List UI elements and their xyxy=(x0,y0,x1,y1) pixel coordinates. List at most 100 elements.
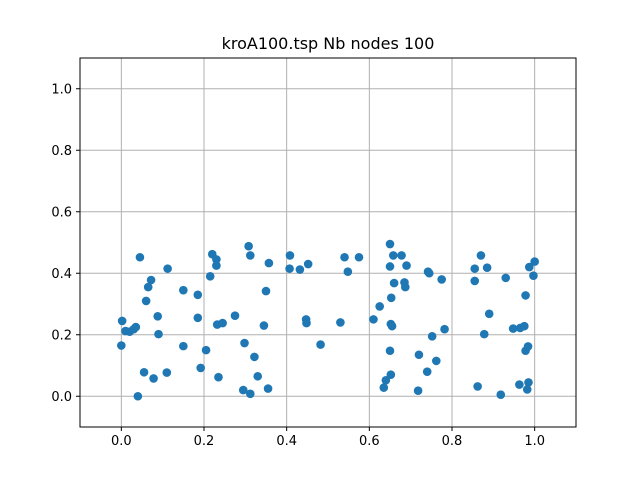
data-point xyxy=(413,386,423,396)
data-point xyxy=(523,342,533,351)
axis-ticks: 0.0 0.2 0.4 0.6 0.8 1.0 0.0 0.2 0.4 0.6 0.8 1.0 xyxy=(51,82,545,449)
data-point xyxy=(133,391,143,401)
data-point xyxy=(529,271,538,281)
data-point xyxy=(253,371,263,381)
data-point xyxy=(473,382,482,391)
data-point xyxy=(230,311,240,320)
data-point xyxy=(193,290,203,300)
data-point xyxy=(141,296,151,306)
data-point xyxy=(524,262,534,272)
data-point xyxy=(263,384,273,393)
data-point xyxy=(303,259,313,269)
data-point xyxy=(385,239,395,249)
data-point xyxy=(340,252,349,262)
data-point xyxy=(285,251,295,260)
data-point xyxy=(427,331,437,341)
plot-frame xyxy=(79,57,577,428)
data-point xyxy=(240,338,249,348)
data-point xyxy=(135,252,145,262)
data-point xyxy=(153,312,163,321)
data-point xyxy=(482,263,492,273)
data-point xyxy=(302,318,311,328)
y-tick-label: 0.6 xyxy=(51,205,72,220)
data-point xyxy=(245,251,255,260)
data-point xyxy=(431,356,441,366)
data-point xyxy=(146,275,156,285)
data-point xyxy=(179,341,188,351)
data-point xyxy=(179,285,188,295)
data-point xyxy=(387,321,397,331)
data-point xyxy=(386,370,396,380)
x-tick-label: 0.2 xyxy=(194,434,215,449)
y-tick-label: 0.4 xyxy=(51,267,72,282)
data-point xyxy=(244,241,253,251)
data-point xyxy=(414,350,424,360)
data-point xyxy=(131,322,141,332)
data-point xyxy=(143,282,153,292)
data-point xyxy=(496,390,506,400)
data-point xyxy=(524,378,533,387)
x-tick-label: 1.0 xyxy=(524,434,545,449)
data-point xyxy=(163,264,172,273)
data-point xyxy=(400,282,410,292)
data-point xyxy=(162,368,172,377)
data-point xyxy=(354,252,364,262)
data-point xyxy=(316,340,325,349)
data-point xyxy=(501,273,511,283)
x-tick-label: 0.6 xyxy=(359,434,380,449)
data-point xyxy=(424,268,434,278)
y-tick-label: 1.0 xyxy=(51,82,72,97)
data-point xyxy=(238,385,248,395)
data-point xyxy=(402,261,411,270)
data-point xyxy=(530,257,539,266)
data-point xyxy=(422,367,432,376)
data-point xyxy=(154,329,163,339)
y-tick-label: 0.8 xyxy=(51,144,72,159)
data-point xyxy=(196,363,205,373)
data-point xyxy=(440,324,449,334)
data-point xyxy=(375,302,384,311)
data-point xyxy=(369,315,378,324)
x-tick-label: 0.4 xyxy=(276,434,297,449)
data-point xyxy=(201,345,211,355)
data-point xyxy=(476,251,486,260)
data-point xyxy=(117,341,126,350)
y-tick-label: 0.2 xyxy=(51,328,72,343)
data-point xyxy=(386,293,396,303)
data-point xyxy=(470,264,480,273)
data-point xyxy=(508,324,518,333)
data-point xyxy=(381,375,391,385)
data-point xyxy=(522,385,532,394)
data-point xyxy=(214,372,223,382)
data-point xyxy=(520,321,529,331)
data-point xyxy=(389,251,398,260)
data-point xyxy=(264,258,274,268)
data-point xyxy=(193,313,203,323)
data-point xyxy=(484,309,494,319)
data-point xyxy=(259,321,269,330)
data-point xyxy=(250,352,259,362)
chart-title: kroA100.tsp Nb nodes 100 xyxy=(222,34,435,53)
data-point xyxy=(261,286,271,296)
data-point xyxy=(218,318,227,328)
data-point xyxy=(379,383,389,392)
data-point xyxy=(515,380,524,389)
data-point xyxy=(479,329,489,339)
data-point xyxy=(437,275,446,284)
data-point xyxy=(139,367,149,377)
data-point xyxy=(212,261,221,270)
data-point xyxy=(336,318,345,327)
data-point xyxy=(521,291,530,300)
data-point xyxy=(397,251,406,260)
data-point xyxy=(385,346,395,356)
data-point xyxy=(385,262,395,271)
x-tick-label: 0.0 xyxy=(111,434,132,449)
data-point xyxy=(295,265,305,274)
data-point xyxy=(470,276,480,286)
data-point xyxy=(343,267,353,277)
data-point xyxy=(285,264,294,273)
y-tick-label: 0.0 xyxy=(51,390,72,405)
data-point xyxy=(149,374,158,383)
data-point xyxy=(389,278,399,288)
